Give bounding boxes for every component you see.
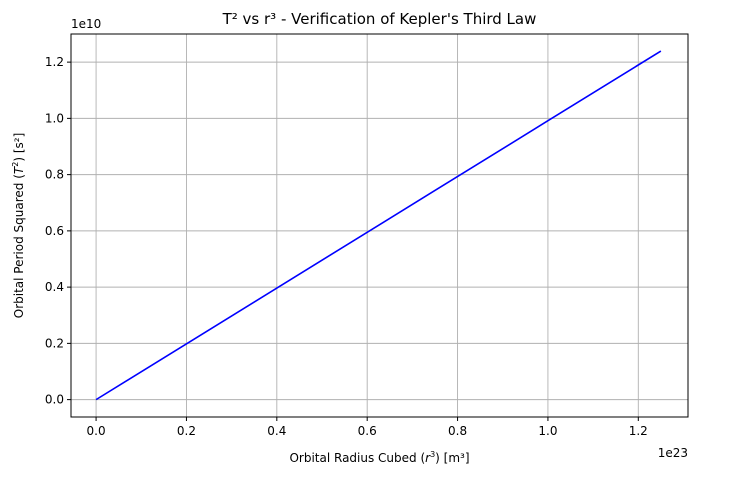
y-tick-label: 0.8 bbox=[45, 168, 64, 182]
grid bbox=[71, 34, 688, 417]
x-tick-label: 1.0 bbox=[538, 424, 557, 438]
x-axis-multiplier: 1e23 bbox=[658, 446, 688, 460]
plot-area-frame bbox=[70, 33, 689, 418]
x-axis-label: Orbital Radius Cubed (r3) [m³] bbox=[289, 450, 469, 465]
ticks: 0.0 0.2 0.4 0.6 0.8 1.0 1.2 0.0 0.2 0.4 0.6 0.8 1.0 1… bbox=[45, 55, 648, 438]
x-tick-label: 0.8 bbox=[448, 424, 467, 438]
x-tick-label: 0.2 bbox=[177, 424, 196, 438]
y-tick-label: 1.2 bbox=[45, 55, 64, 69]
x-tick-label: 0.6 bbox=[358, 424, 377, 438]
y-tick-label: 0.4 bbox=[45, 280, 64, 294]
plot-lines bbox=[95, 50, 662, 401]
y-tick-label: 0.6 bbox=[45, 224, 64, 238]
x-tick-label: 0.0 bbox=[87, 424, 106, 438]
x-tick-label: 1.2 bbox=[629, 424, 648, 438]
y-tick-label: 0.0 bbox=[45, 393, 64, 407]
x-tick-label: 0.4 bbox=[267, 424, 286, 438]
series-line bbox=[95, 50, 662, 401]
y-axis-multiplier: 1e10 bbox=[71, 17, 101, 31]
y-axis-label: Orbital Period Squared (T2) [s²] bbox=[11, 133, 26, 319]
y-tick-label: 0.2 bbox=[45, 336, 64, 350]
y-tick-label: 1.0 bbox=[45, 111, 64, 125]
chart-title: T² vs r³ - Verification of Kepler's Thir… bbox=[222, 10, 537, 28]
